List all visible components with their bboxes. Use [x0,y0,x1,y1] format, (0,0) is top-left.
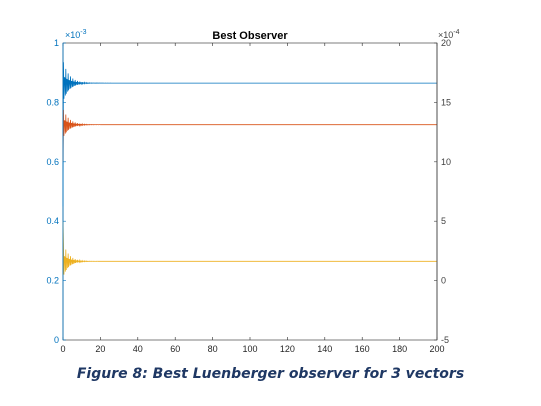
y-right-tick-label: 20 [441,38,451,48]
y-right-tick-label: 10 [441,157,451,167]
series-layer [62,62,437,275]
x-tick-label: 200 [429,344,444,354]
x-tick-label: 20 [95,344,105,354]
plot-area [62,42,438,341]
y-left-tick-label: 0 [54,335,59,345]
x-tick-label: 180 [392,344,407,354]
x-tick-label: 60 [170,344,180,354]
x-tick-label: 0 [60,344,65,354]
y-right-exponent: ×10-4 [438,29,460,40]
y-right-tick-label: 0 [441,276,446,286]
series-line-3 [62,221,437,275]
y-right-tick-label: 5 [441,216,446,226]
y-right-tick-label: 15 [441,97,451,107]
x-axis: 0 20 40 60 80 100 120 140 160 180 200 [60,43,445,354]
y-axis-right: -5 0 5 10 15 20 [434,38,451,345]
x-tick-label: 120 [280,344,295,354]
y-left-tick-label: 0.4 [46,216,59,226]
axis-exponents: ×10-3 ×10-4 [65,29,460,40]
chart: Best Observer 0 20 40 60 80 100 120 140 160 180 20… [46,29,460,354]
y-left-exponent: ×10-3 [65,29,87,40]
x-tick-label: 160 [355,344,370,354]
x-tick-label: 80 [208,344,218,354]
chart-title: Best Observer [212,30,288,42]
series-line-2 [62,109,437,162]
x-tick-label: 100 [242,344,257,354]
figure-caption: Figure 8: Best Luenberger observer for 3… [76,366,465,382]
y-axis-left: 0 0.2 0.4 0.6 0.8 1 [46,38,66,345]
x-tick-label: 40 [133,344,143,354]
y-left-tick-label: 0.6 [46,157,59,167]
y-left-tick-label: 0.8 [46,97,59,107]
series-line-1 [62,62,437,207]
y-right-tick-label: -5 [441,335,449,345]
x-tick-label: 140 [317,344,332,354]
y-left-tick-label: 1 [54,38,59,48]
y-left-tick-label: 0.2 [46,276,59,286]
